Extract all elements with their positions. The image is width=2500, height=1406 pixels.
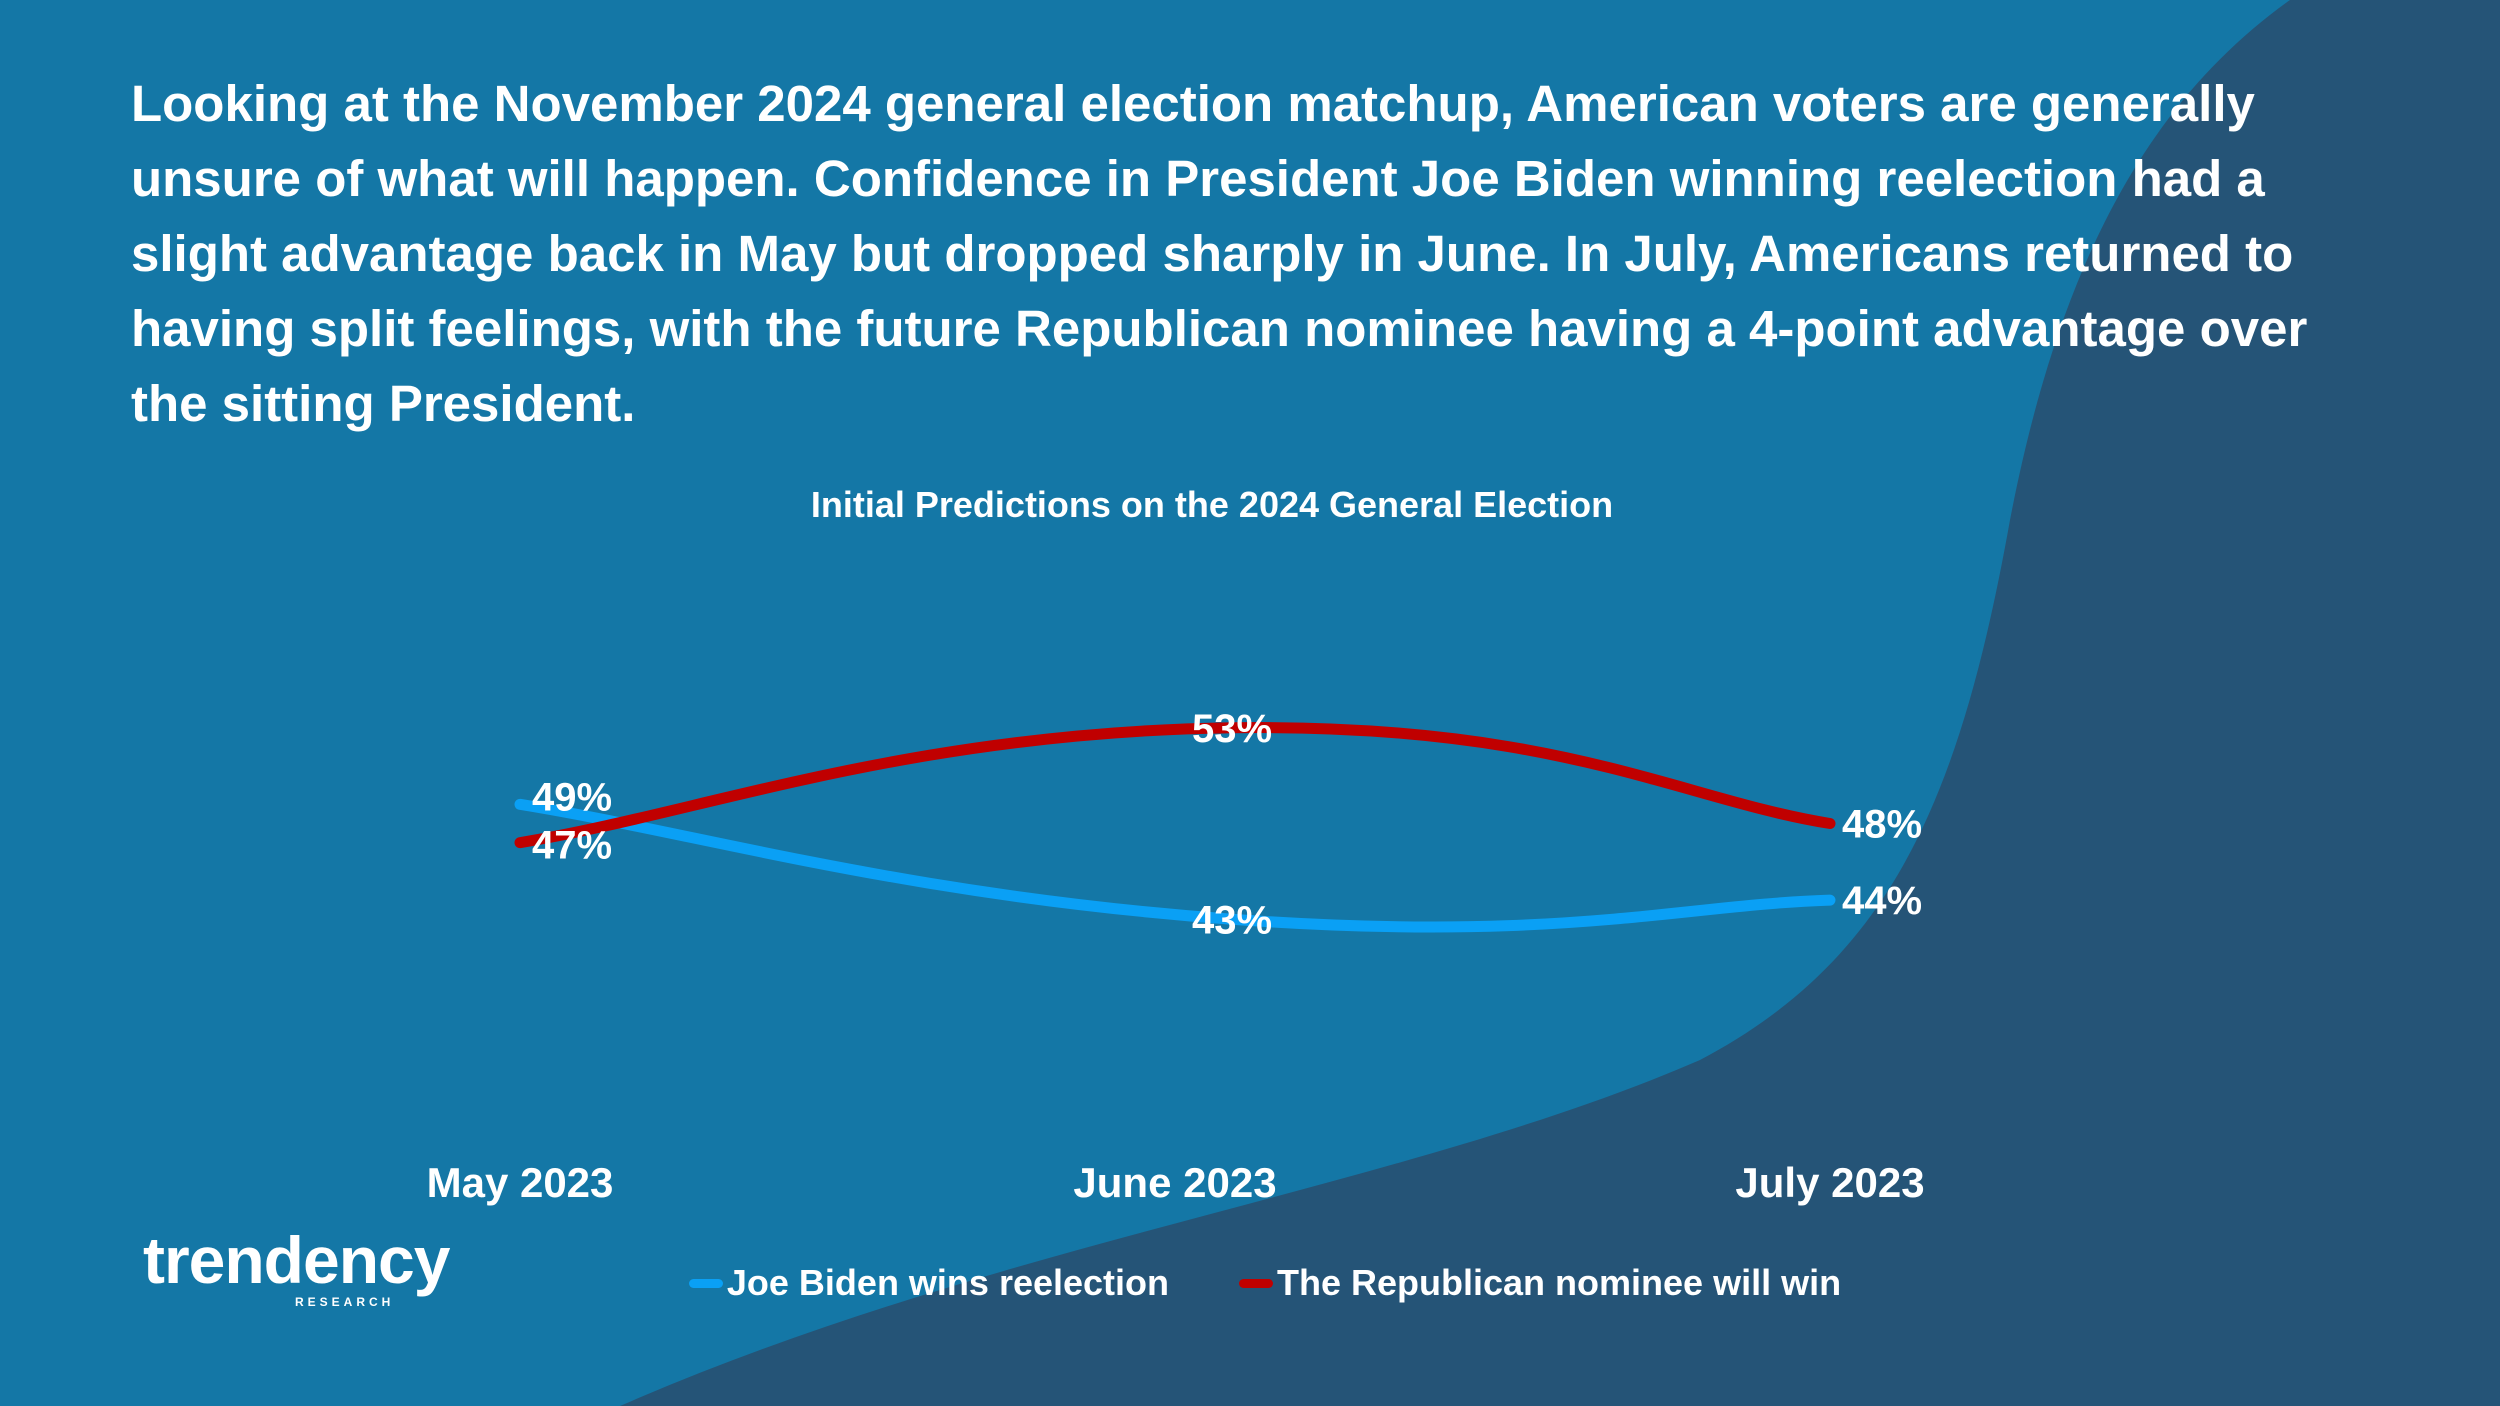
data-label-biden-1: 49% (532, 775, 612, 819)
chart-title: Initial Predictions on the 2024 General … (810, 484, 1614, 525)
headline-text: Looking at the November 2024 general ele… (131, 75, 2308, 432)
legend-label-republican: The Republican nominee will win (1277, 1262, 1842, 1303)
series-line-biden (514, 798, 1836, 933)
data-label-biden-2: 43% (1192, 898, 1272, 942)
series-line-republican (514, 722, 1836, 849)
background-dark-wave (620, 0, 2500, 1406)
legend-swatch-biden (688, 1278, 723, 1288)
legend-item-biden: Joe Biden wins reelection (688, 1262, 1170, 1304)
legend-item-republican: The Republican nominee will win (1239, 1262, 1841, 1304)
logo-subtitle: RESEARCH (295, 1295, 395, 1309)
legend-swatch-republican (1239, 1278, 1274, 1288)
x-tick-label-2: June 2023 (1073, 1159, 1276, 1206)
x-tick-label-1: May 2023 (427, 1159, 614, 1206)
chart-legend: Joe Biden wins reelection The Republican… (0, 1262, 2500, 1304)
logo-wordmark: trendency (143, 1223, 450, 1297)
x-tick-label-3: July 2023 (1735, 1159, 1924, 1206)
data-label-biden-3: 44% (1842, 879, 1922, 923)
trendency-logo: trendency RESEARCH (143, 1225, 483, 1315)
legend-label-biden: Joe Biden wins reelection (726, 1262, 1170, 1303)
data-label-republican-3: 48% (1842, 803, 1922, 847)
data-label-republican-1: 47% (532, 824, 612, 868)
data-label-republican-2: 53% (1192, 707, 1272, 751)
